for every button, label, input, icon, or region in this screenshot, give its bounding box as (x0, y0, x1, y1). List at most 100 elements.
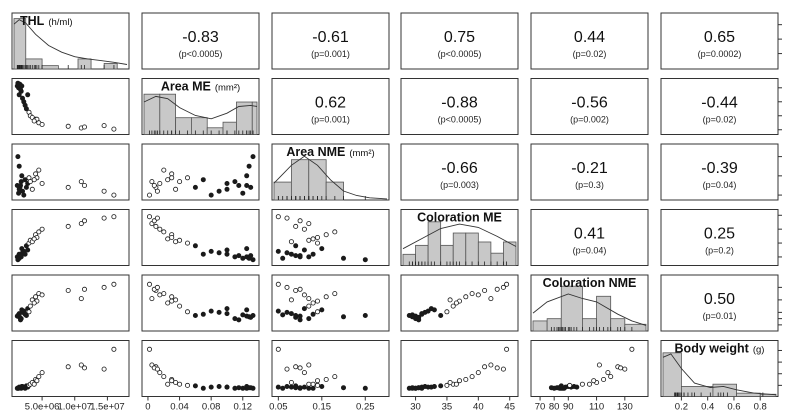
scatter-point-r4-c2-21 (301, 292, 307, 298)
scatter-point-r4-c0-25 (101, 284, 107, 290)
x-tick-label-3-0: 30 (410, 402, 421, 411)
scatter-point-r5-c2-21 (301, 370, 307, 376)
scatter-point-r3-c1-24 (151, 218, 157, 224)
x-tick-label-0-1: 1.0e+07 (57, 402, 92, 411)
scatter-point-r4-c0-20 (31, 300, 37, 306)
scatter-point-r4-c0-22 (65, 287, 71, 293)
density-curve-4 (532, 293, 647, 326)
scatter-point-r4-c2-13 (301, 306, 307, 312)
variable-label-4: Coloration NME (543, 276, 637, 290)
scatter-point-r4-c3-26 (504, 281, 510, 287)
scatter-point-r3-c2-23 (306, 221, 312, 227)
scatter-panel-r2-c1 (146, 154, 256, 198)
scatter-point-r5-c0-18 (34, 378, 40, 384)
scatter-point-r1-c0-11 (23, 106, 29, 112)
scatter-point-r4-c3-23 (488, 296, 494, 302)
scatter-point-r3-c0-22 (65, 223, 71, 229)
x-tick-label-0-0: 5.0e+06 (25, 402, 60, 411)
histogram-bar-4-4 (596, 295, 612, 332)
scatter-point-r4-c1-15 (177, 303, 183, 309)
scatter-point-r5-c2-6 (362, 385, 368, 391)
variable-title-3: Coloration ME (417, 211, 502, 225)
x-tick-label-2-2: 0.25 (356, 402, 375, 411)
scatter-point-r3-c2-7 (275, 248, 281, 254)
panel-frame-r2-c4 (530, 143, 649, 201)
scatter-point-r5-c3-26 (504, 346, 510, 352)
scatter-point-r3-c1-13 (224, 247, 230, 253)
density-curve-5 (662, 353, 777, 396)
histogram-bar-5-0 (662, 352, 682, 397)
scatter-point-r3-c0-19 (36, 229, 42, 235)
histogram-bar-3-2 (427, 221, 442, 266)
histogram-bar-4-0 (532, 320, 548, 332)
scatter-panel-r3-c2 (275, 214, 368, 263)
correlation-r-r1-c5: -0.44 (701, 95, 738, 112)
scatter-point-r5-c3-16 (447, 379, 453, 385)
scatter-point-r3-c2-10 (319, 246, 325, 252)
scatter-point-r4-c1-3 (224, 311, 230, 317)
panel-frame-r5-c0 (11, 340, 130, 397)
density-curve-2 (273, 155, 388, 200)
variable-title-4: Coloration NME (543, 276, 637, 290)
correlation-p-r1-c3: (p<0.0005) (438, 115, 482, 125)
panel-frame-r5-c1 (141, 340, 260, 397)
scatter-point-r5-c2-24 (297, 365, 303, 371)
scatter-point-r4-c2-7 (275, 308, 281, 314)
scatter-point-r3-c0-12 (16, 255, 22, 261)
scatter-point-r5-c1-6 (250, 385, 256, 391)
scatter-point-r4-c1-9 (200, 311, 206, 317)
x-tick-label-2-1: 0.15 (313, 402, 332, 411)
correlation-r-r1-c4: -0.56 (571, 95, 608, 112)
panel-frame-r1-c0 (11, 78, 130, 135)
scatter-point-r4-c0-26 (111, 281, 117, 287)
scatter-point-r5-c2-10 (319, 383, 325, 389)
scatter-point-r4-c0-24 (82, 286, 88, 292)
scatter-point-r5-c3-19 (469, 374, 475, 380)
scatter-point-r2-c1-11 (192, 184, 198, 190)
scatter-point-r2-c1-26 (146, 192, 152, 198)
scatter-panel-r4-c1 (146, 281, 256, 323)
scatter-point-r5-c0-23 (78, 362, 84, 368)
histogram-bar-1-1 (159, 93, 177, 135)
scatter-point-r5-c2-4 (306, 385, 312, 391)
scatter-point-r4-c1-17 (169, 294, 175, 300)
scatter-point-r2-c0-26 (111, 192, 117, 198)
scatter-point-r2-c1-0 (244, 182, 250, 188)
x-tick-label-3-2: 40 (473, 402, 484, 411)
scatter-point-r3-c1-12 (246, 255, 252, 261)
panel-frame-r0-c5 (660, 12, 779, 70)
scatter-point-r2-c1-6 (250, 154, 256, 160)
histogram-bar-3-5 (465, 232, 479, 266)
scatter-point-r3-c2-20 (310, 236, 316, 242)
scatter-point-r1-c0-24 (82, 124, 88, 130)
scatter-point-r3-c2-26 (275, 214, 281, 220)
scatter-point-r4-c3-14 (444, 309, 450, 315)
scatter-panel-r4-c2 (275, 281, 368, 323)
scatter-point-r4-c3-25 (500, 284, 506, 290)
scatter-point-r2-c0-7 (21, 192, 27, 198)
scatter-point-r5-c4-24 (618, 365, 624, 371)
scatter-point-r5-c1-18 (169, 378, 175, 384)
scatter-point-r5-c2-16 (288, 379, 294, 385)
panel-frame-r4-c0 (11, 274, 130, 332)
variable-unit-2: (mm²) (349, 148, 374, 159)
panel-frame-r0-c3 (400, 12, 519, 70)
scatter-point-r5-c2-1 (280, 385, 286, 391)
scatter-panel-r3-c1 (146, 214, 256, 263)
scatter-point-r2-c1-24 (151, 182, 157, 188)
scatter-point-r4-c2-15 (306, 303, 312, 309)
panel-frame-r0-c4 (530, 12, 649, 70)
correlation-r-r4-c5: 0.50 (704, 291, 735, 308)
scatter-point-r4-c1-11 (192, 312, 198, 318)
scatter-point-r3-c2-11 (293, 243, 299, 249)
scatter-point-r5-c2-25 (284, 366, 290, 372)
scatter-point-r5-c4-20 (587, 381, 593, 387)
scatter-point-r3-c2-14 (314, 240, 320, 246)
panel-frame-r0-c2 (271, 12, 390, 70)
panel-frame-r0-c1 (141, 12, 260, 70)
scatter-point-r4-c3-16 (447, 297, 453, 303)
scatter-point-r4-c2-11 (293, 312, 299, 318)
scatter-point-r2-c0-24 (82, 182, 88, 188)
scatter-point-r4-c1-10 (244, 307, 250, 313)
scatter-point-r4-c3-11 (438, 312, 444, 318)
